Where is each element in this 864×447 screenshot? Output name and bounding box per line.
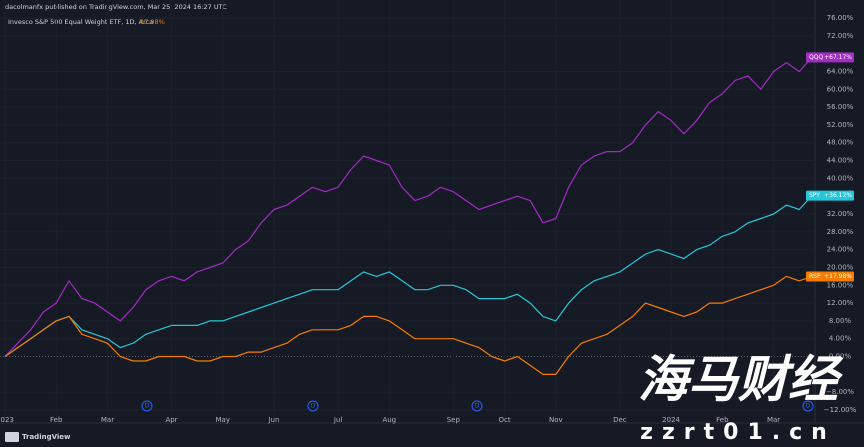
price-tag [806, 52, 854, 63]
y-tick-label: 20.00% [827, 263, 854, 271]
y-tick-label: 72.00% [827, 32, 854, 40]
y-tick-label: 28.00% [827, 228, 854, 236]
y-tick-label: −12.00% [824, 406, 857, 414]
y-tick-label: 76.00% [827, 14, 854, 22]
y-tick-label: 4.00% [829, 335, 852, 343]
y-tick-label: 44.00% [827, 157, 854, 165]
brand-logo [5, 432, 19, 442]
y-tick-label: 60.00% [827, 85, 854, 93]
x-tick-label: Dec [613, 416, 627, 424]
x-tick-label: Feb [716, 416, 729, 424]
y-tick-label: 0.00% [829, 353, 852, 361]
x-tick-label: Jul [333, 416, 343, 424]
y-tick-label: 48.00% [827, 139, 854, 147]
series-line [4, 275, 813, 375]
x-tick-label: Apr [165, 416, 177, 424]
x-tick-label: Aug [382, 416, 396, 424]
y-tick-label: 40.00% [827, 174, 854, 182]
series-line [4, 56, 813, 357]
x-tick-label: Nov [549, 416, 563, 424]
series-line [4, 195, 813, 357]
x-tick-label: 2023 [0, 416, 14, 424]
svg-text:D: D [145, 403, 150, 410]
y-tick-label: 8.00% [829, 317, 852, 325]
y-tick-label: 64.00% [827, 67, 854, 75]
watermark-title: 海马财经 [638, 351, 844, 409]
svg-text:D: D [475, 403, 480, 410]
svg-text:D: D [311, 403, 316, 410]
y-tick-label: 52.00% [827, 121, 854, 129]
watermark-site: zzrt01.cn [640, 420, 836, 445]
legend-title: Invesco S&P 500 Equal Weight ETF, 1D, Ar… [8, 18, 153, 26]
plot: 76.00% 72.00% 64.00% 60.00% 56.00% 52.00% 48.0… [0, 14, 857, 424]
x-tick-label: Oct [499, 416, 511, 424]
x-tick-label: May [216, 416, 230, 424]
price-tag-name: QQQ [809, 54, 823, 61]
y-tick-label: 16.00% [827, 281, 854, 289]
dividend-markers: D D D D [141, 400, 814, 412]
price-tag [806, 271, 854, 282]
price-tag-value: +67.17% [824, 54, 852, 61]
price-tag-value: +17.98% [824, 273, 852, 280]
publisher: dacolmanfx published on TradingView.com,… [5, 3, 227, 11]
y-tick-label: 32.00% [827, 210, 854, 218]
y-tick-label: 56.00% [827, 103, 854, 111]
y-tick-label: 12.00% [827, 299, 854, 307]
svg-text:D: D [806, 403, 811, 410]
price-tag-name: SPY [809, 192, 820, 199]
x-tick-label: 2024 [662, 416, 680, 424]
x-tick-label: Jun [268, 416, 280, 424]
price-tag-value: +36.12% [824, 192, 852, 199]
legend-value: 17.98% [140, 18, 165, 26]
x-tick-label: Mar [101, 416, 114, 424]
x-tick-label: Mar [767, 416, 780, 424]
footer-brand: TradingView [22, 433, 71, 441]
x-tick-label: Sep [447, 416, 461, 424]
price-tag-name: RSP [809, 273, 821, 280]
y-tick-label: 24.00% [827, 246, 854, 254]
x-tick-label: Feb [50, 416, 63, 424]
price-tag [806, 190, 854, 201]
y-tick-label: −8.00% [826, 388, 854, 396]
